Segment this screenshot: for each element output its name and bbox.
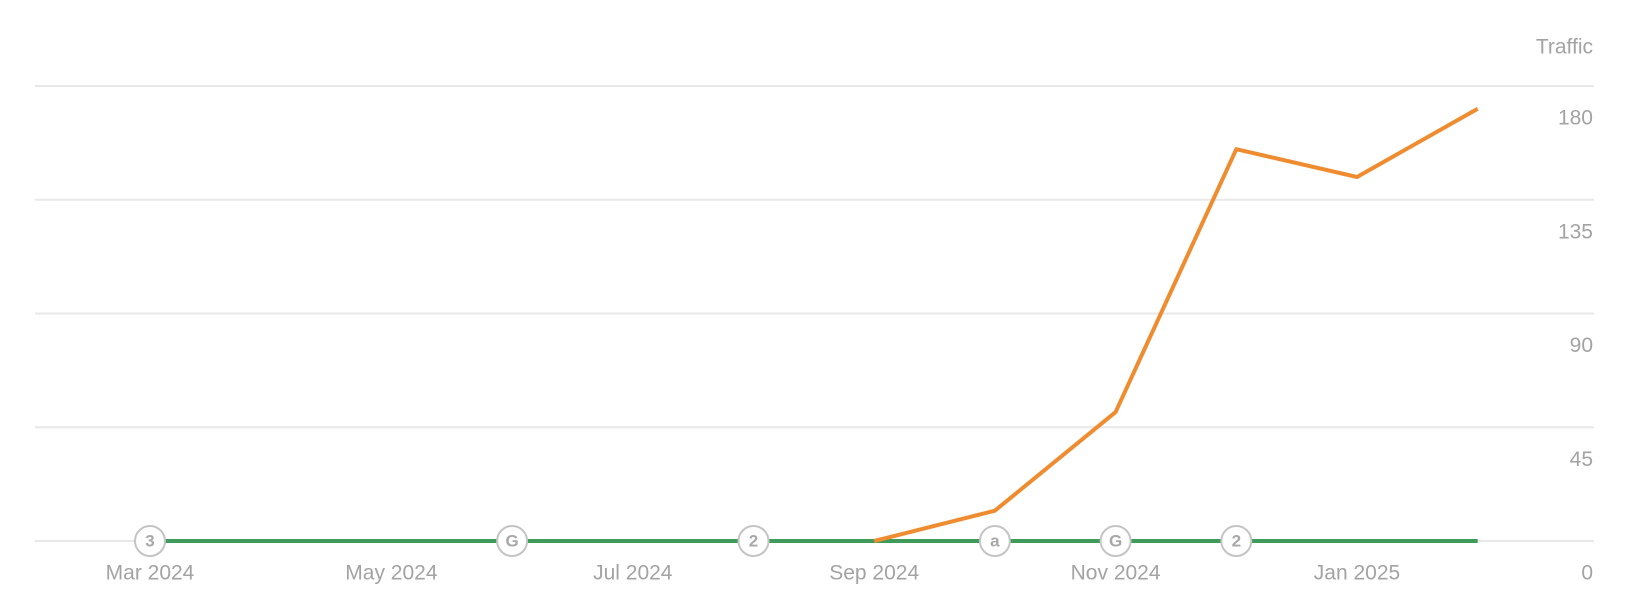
y-tick-label: 135: [1558, 220, 1593, 243]
annotation-marker: 2: [737, 525, 770, 557]
annotation-marker: 3: [134, 525, 166, 557]
annotation-text: 2: [1232, 531, 1241, 550]
annotation-circle: [737, 525, 770, 557]
annotation-circle: [496, 525, 529, 557]
annotation-text: 3: [145, 531, 154, 550]
annotation-marker: a: [978, 525, 1011, 557]
annotation-circle: [134, 525, 166, 557]
x-tick-label: Nov 2024: [1071, 562, 1161, 585]
x-tick-label: May 2024: [345, 562, 438, 585]
annotation-circle: [1099, 525, 1132, 557]
annotation-text: 2: [749, 531, 758, 550]
x-tick-label: Mar 2024: [106, 562, 195, 585]
annotation-marker: G: [1099, 525, 1132, 557]
annotation-text: a: [990, 531, 1000, 550]
y-tick-label: 180: [1558, 107, 1593, 130]
y-axis-label: Traffic: [1536, 36, 1593, 59]
annotation-circle: [1220, 525, 1253, 557]
x-tick-label: Jul 2024: [593, 562, 673, 585]
y-tick-label: 0: [1581, 562, 1593, 585]
annotation-circle: [978, 525, 1011, 557]
annotation-marker: G: [496, 525, 529, 557]
series-line: [873, 107, 1479, 543]
annotation-text: G: [1109, 531, 1122, 550]
x-tick-label: Jan 2025: [1314, 562, 1400, 585]
y-tick-label: 90: [1570, 334, 1593, 357]
x-tick-label: Sep 2024: [829, 562, 919, 585]
y-tick-label: 45: [1570, 448, 1593, 471]
annotation-text: G: [505, 531, 518, 550]
annotation-marker: 2: [1220, 525, 1253, 557]
